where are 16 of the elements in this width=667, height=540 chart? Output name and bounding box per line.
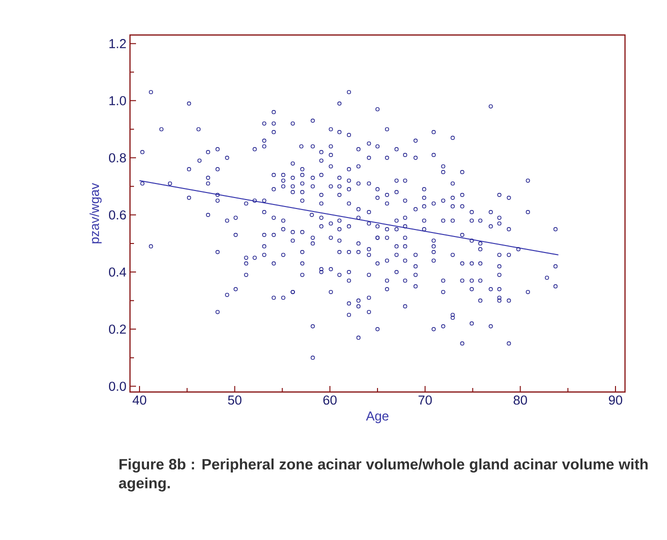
y-tick-label: 0.8 [108,153,126,162]
caption: Figure 8b : Peripheral zone acinar volume/whole gland acinar volume with ageing. [118,458,648,492]
x-tick-label: 50 [228,396,242,405]
y-tick-label: 1.0 [109,96,126,106]
x-tick-label: 80 [514,396,527,405]
y-axis-title: pzav/wgav [90,182,102,244]
x-tick-label: 40 [132,396,146,405]
y-tick-label: 1.2 [109,39,126,48]
y-tick-label: 0.4 [108,267,126,277]
y-tick-label: 0.6 [108,210,126,220]
x-tick-label: 60 [323,396,337,405]
x-axis-title: Age [366,412,388,424]
y-tick-label: 0.2 [108,324,126,334]
x-tick-label: 70 [418,396,432,405]
x-tick-label: 90 [608,396,622,405]
y-tick-label: 0.0 [108,382,126,391]
